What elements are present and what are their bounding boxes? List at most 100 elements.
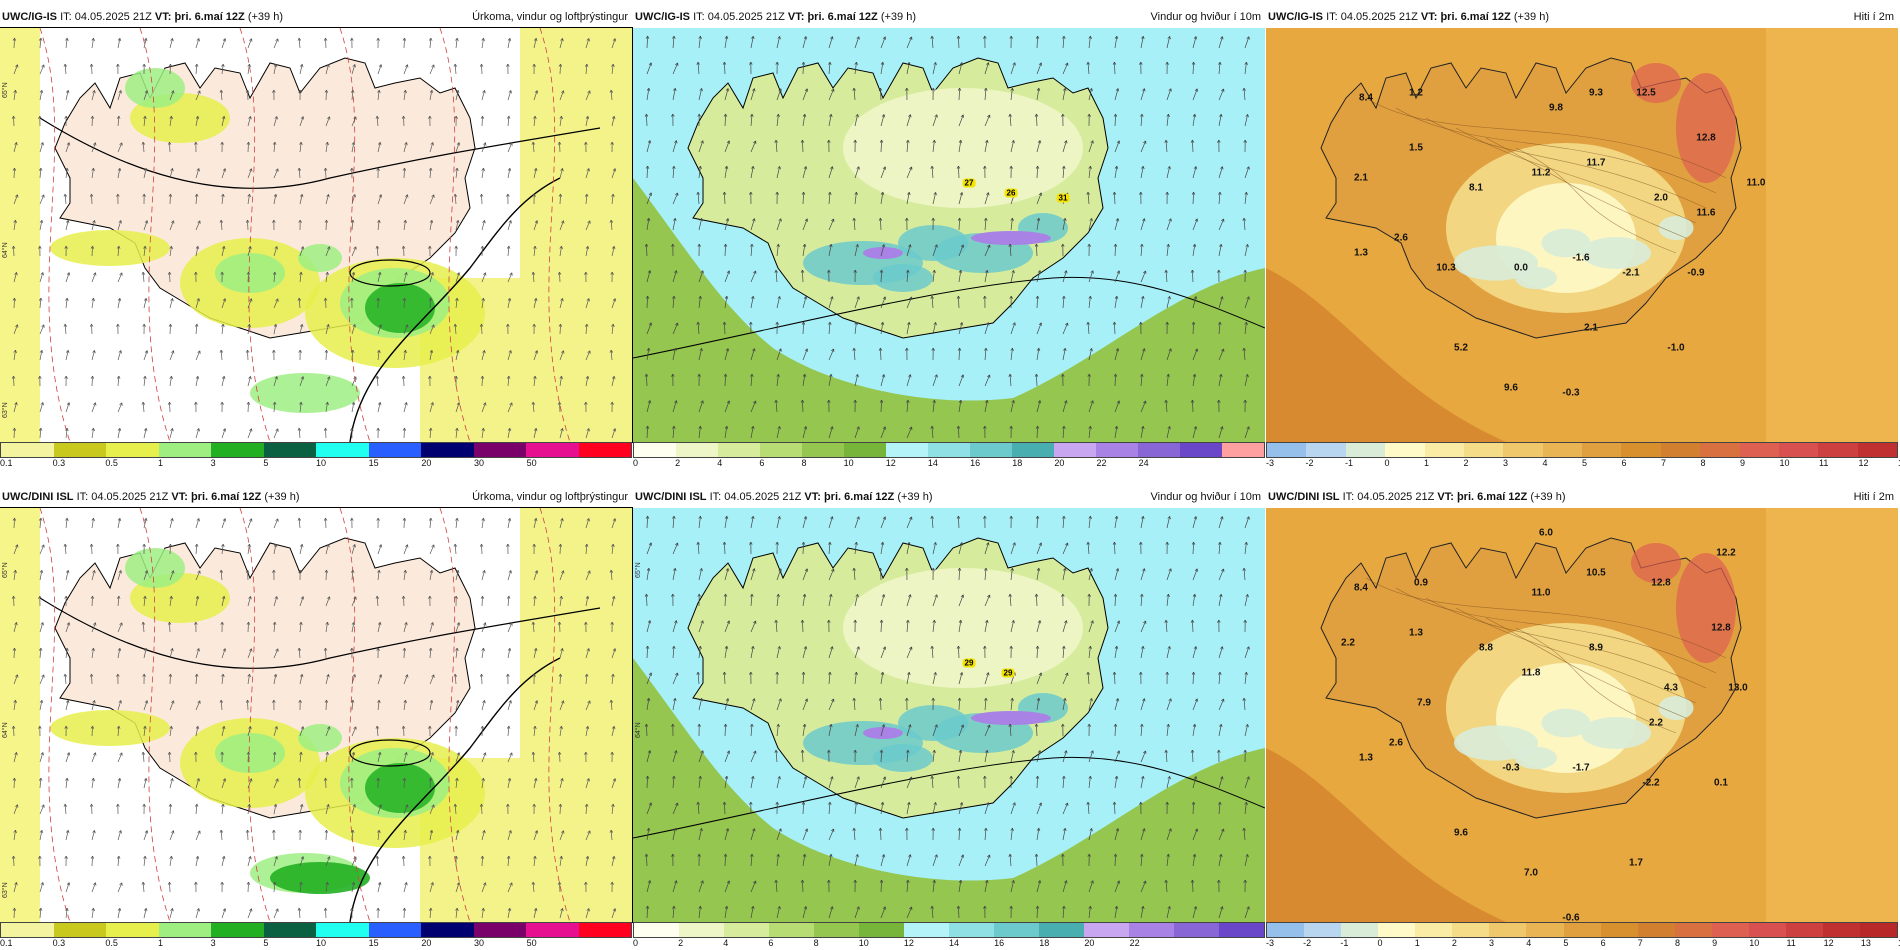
temperature-value: -0.9 <box>1687 267 1705 279</box>
temperature-value: 1.3 <box>1409 627 1423 639</box>
colorbar-tick-label: 18 <box>1012 458 1023 468</box>
colorbar-tick-label: 0 <box>633 458 639 468</box>
temperature-value: 8.9 <box>1589 642 1603 654</box>
gust-value: 29 <box>962 658 976 668</box>
init-time-label: IT: <box>693 11 705 23</box>
colorbar-swatch <box>1621 443 1661 457</box>
colorbar <box>1266 442 1898 458</box>
colorbar-tick-label: 14 <box>949 938 960 948</box>
temperature-value: 0.9 <box>1414 577 1428 589</box>
map-area: 27 26 31 <box>633 28 1265 442</box>
run-info: UWC/IG-IS IT: 04.05.2025 21Z VT: þri. 6.… <box>635 11 916 23</box>
colorbar-swatch <box>53 923 106 937</box>
temperature-panel-ig: UWC/IG-IS IT: 04.05.2025 21Z VT: þri. 6.… <box>1266 8 1900 468</box>
colorbar <box>633 442 1265 458</box>
colorbar <box>0 442 632 458</box>
panel-header: UWC/DINI ISL IT: 04.05.2025 21Z VT: þri.… <box>0 488 632 508</box>
model-name: UWC/IG-IS <box>1268 11 1323 23</box>
model-name: UWC/IG-IS <box>2 11 57 23</box>
colorbar-swatch <box>106 443 159 457</box>
map-area: 6.0 8.4 0.9 10.5 12.8 12.2 2.2 1.3 11.0 8.8 8.9 12.… <box>1266 508 1898 922</box>
init-time: 04.05.2025 21Z <box>1340 11 1418 23</box>
colorbar-swatch <box>1 443 54 457</box>
colorbar-tick-label: 24 <box>1138 458 1149 468</box>
colorbar-tick-label: 1 <box>1414 938 1420 948</box>
colorbar-tick-label: 16 <box>970 458 981 468</box>
colorbar-tick-label: 8 <box>1700 458 1706 468</box>
temperature-value: 2.1 <box>1354 172 1368 184</box>
colorbar-swatch <box>421 443 474 457</box>
temperature-value: 2.2 <box>1649 717 1663 729</box>
lead-time: (+39 h) <box>1530 491 1566 503</box>
temperature-value: 8.1 <box>1469 182 1483 194</box>
colorbar-swatch <box>679 923 724 937</box>
temperature-value: 12.8 <box>1711 622 1731 634</box>
temperature-value: 1.3 <box>1354 247 1368 259</box>
init-time: 04.05.2025 21Z <box>91 491 169 503</box>
colorbar-swatch <box>1739 443 1779 457</box>
gust-value: 31 <box>1056 193 1070 203</box>
temperature-value: 12.8 <box>1696 132 1716 144</box>
model-name: UWC/DINI ISL <box>635 491 707 503</box>
field-title: Hiti í 2m <box>1853 491 1894 503</box>
map-area: 65°N 64°N 63°N <box>0 27 633 443</box>
colorbar-tick-label: 0 <box>1384 458 1390 468</box>
colorbar-tick-label: 3 <box>1503 458 1509 468</box>
init-time: 04.05.2025 21Z <box>1357 491 1435 503</box>
map-area: 29 29 65°N 64°N <box>633 508 1265 922</box>
colorbar-tick-label: 6 <box>1600 938 1606 948</box>
latitude-label: 65°N <box>2 82 9 98</box>
temperature-value: 10.5 <box>1586 567 1606 579</box>
colorbar-tick-label: 1 <box>1424 458 1430 468</box>
panel-header: UWC/DINI ISL IT: 04.05.2025 21Z VT: þri.… <box>633 488 1265 508</box>
colorbar-swatch <box>1378 923 1416 937</box>
colorbar-swatch <box>769 923 814 937</box>
colorbar-swatch <box>1748 923 1786 937</box>
latitude-label: 63°N <box>2 402 9 418</box>
colorbar-swatch <box>211 443 264 457</box>
valid-time: þri. 6.maí 12Z <box>190 491 262 503</box>
colorbar-swatch <box>1129 923 1174 937</box>
temperature-value: 11.0 <box>1531 587 1551 599</box>
precip-panel-ig: UWC/IG-IS IT: 04.05.2025 21Z VT: þri. 6.… <box>0 8 633 468</box>
model-name: UWC/DINI ISL <box>2 491 74 503</box>
temperature-value: 2.2 <box>1341 637 1355 649</box>
colorbar-swatch <box>904 923 949 937</box>
colorbar-swatch <box>994 923 1039 937</box>
colorbar-tick-label: 4 <box>1526 938 1532 948</box>
colorbar-tick-label: 10 <box>316 938 327 948</box>
colorbar-tick-label: 7 <box>1637 938 1643 948</box>
temperature-value: -1.0 <box>1667 342 1685 354</box>
wind-arrows <box>11 517 617 919</box>
colorbar-swatch <box>368 443 421 457</box>
run-info: UWC/DINI ISL IT: 04.05.2025 21Z VT: þri.… <box>2 491 300 503</box>
colorbar-tick-label: 4 <box>1542 458 1548 468</box>
colorbar-swatch <box>1174 923 1219 937</box>
temperature-value: 11.0 <box>1746 177 1766 189</box>
colorbar-tick-label: -2 <box>1303 938 1312 948</box>
valid-time-label: VT: <box>1437 491 1454 503</box>
colorbar-tick-label: 20 <box>1084 938 1095 948</box>
colorbar-tick-label: 0.5 <box>105 938 118 948</box>
init-time: 04.05.2025 21Z <box>74 11 152 23</box>
colorbar-tick-label: 13 <box>1860 938 1871 948</box>
colorbar-swatch <box>1222 443 1264 457</box>
colorbar-tick-label: 30 <box>474 458 485 468</box>
field-title: Úrkoma, vindur og loftþrýstingur <box>472 491 628 503</box>
wind-panel-dini: UWC/DINI ISL IT: 04.05.2025 21Z VT: þri.… <box>633 488 1265 948</box>
colorbar-tick-label: 1 <box>158 458 164 468</box>
colorbar-tick-label: 50 <box>526 458 537 468</box>
colorbar-tick-label: 6 <box>759 458 765 468</box>
colorbar-swatch <box>1012 443 1054 457</box>
temperature-value: 9.8 <box>1549 102 1563 114</box>
colorbar-swatch <box>1424 443 1464 457</box>
run-info: UWC/DINI ISL IT: 04.05.2025 21Z VT: þri.… <box>1268 491 1566 503</box>
field-title: Vindur og hviður í 10m <box>1150 491 1261 503</box>
colorbar-swatch <box>814 923 859 937</box>
colorbar-swatch <box>316 923 369 937</box>
panel-header: UWC/IG-IS IT: 04.05.2025 21Z VT: þri. 6.… <box>1266 8 1898 28</box>
temperature-value: -0.3 <box>1502 762 1520 774</box>
temperature-value: 12.2 <box>1716 547 1736 559</box>
colorbar-tick-label: 5 <box>263 458 269 468</box>
colorbar-tick-label: 4 <box>723 938 729 948</box>
